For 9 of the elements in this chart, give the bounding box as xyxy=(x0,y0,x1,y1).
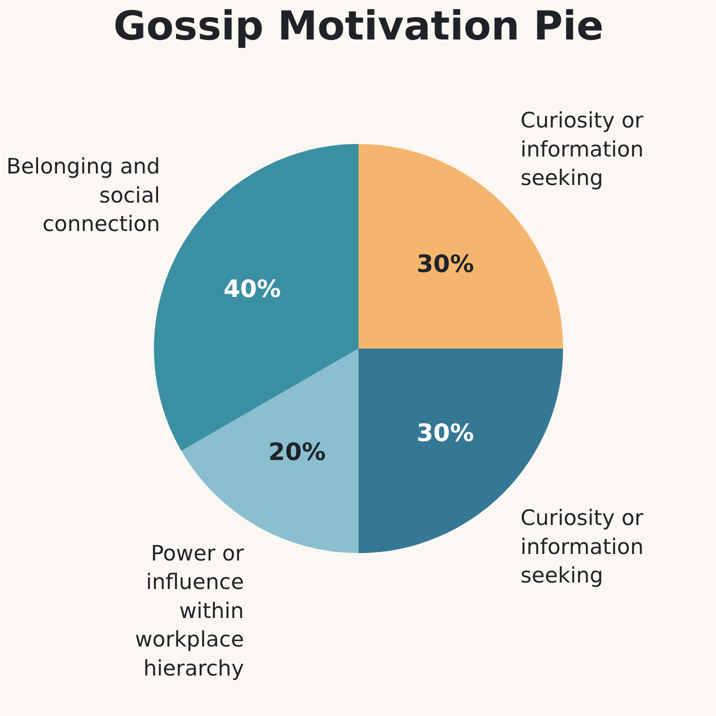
slice-label: Curiosity or information seeking xyxy=(520,506,644,589)
chart-title: Gossip Motivation Pie xyxy=(113,3,604,50)
slice-label: Belonging and social connection xyxy=(6,154,160,238)
data-label: 30% xyxy=(416,418,474,447)
data-label: 30% xyxy=(416,250,474,278)
data-label: 40% xyxy=(223,274,281,303)
slice-label: Power or influence within workplace hierarchy xyxy=(134,541,244,682)
slice-label: Curiosity or information seeking xyxy=(520,108,644,192)
data-label: 20% xyxy=(268,438,326,466)
